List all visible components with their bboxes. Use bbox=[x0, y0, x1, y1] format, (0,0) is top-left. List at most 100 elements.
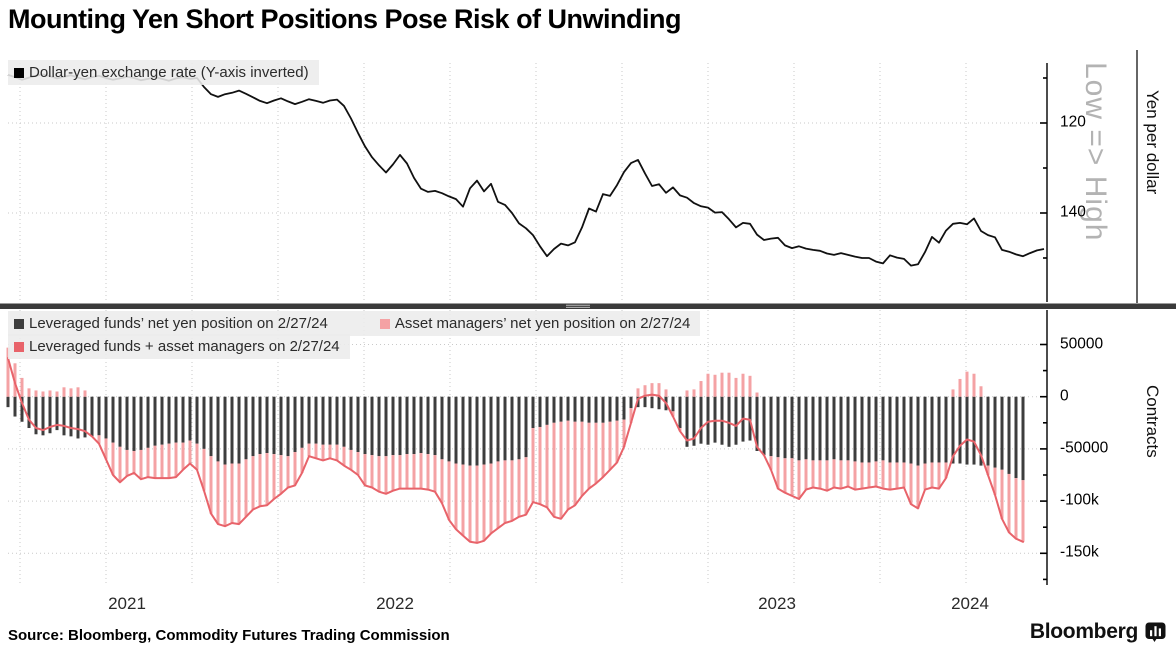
asset-managers-bar bbox=[6, 347, 10, 397]
asset-managers-bar bbox=[482, 464, 486, 541]
asset-managers-bar bbox=[447, 461, 451, 520]
asset-managers-bar bbox=[685, 390, 689, 397]
asset-managers-bar bbox=[951, 389, 955, 397]
asset-managers-bar bbox=[118, 446, 122, 483]
asset-managers-bar bbox=[55, 391, 59, 397]
y-tick-label: 0 bbox=[1060, 386, 1069, 404]
leveraged-funds-bar bbox=[251, 396, 255, 457]
leveraged-funds-bar bbox=[188, 396, 192, 441]
asset-managers-bar bbox=[188, 440, 192, 464]
leveraged-funds-bar bbox=[328, 396, 332, 445]
leveraged-funds-bar bbox=[832, 396, 836, 460]
asset-managers-bar bbox=[293, 452, 297, 486]
y-tick-label: -100k bbox=[1060, 491, 1099, 509]
asset-managers-bar bbox=[881, 460, 885, 489]
asset-managers-bar bbox=[832, 459, 836, 488]
leveraged-funds-bar bbox=[370, 396, 374, 456]
asset-managers-bar bbox=[27, 388, 31, 397]
legend-label: Leveraged funds’ net yen position on 2/2… bbox=[29, 315, 328, 332]
leveraged-funds-bar bbox=[482, 396, 486, 465]
leveraged-funds-bar bbox=[783, 396, 787, 459]
asset-managers-bar bbox=[720, 372, 724, 397]
leveraged-funds-bar bbox=[216, 396, 220, 462]
leveraged-funds-bar bbox=[244, 396, 248, 460]
asset-managers-bar bbox=[363, 454, 367, 486]
bloomberg-brand: Bloomberg bbox=[1030, 620, 1166, 644]
asset-managers-bar bbox=[321, 444, 325, 461]
panel-divider[interactable] bbox=[0, 303, 1176, 310]
leveraged-funds-bar bbox=[258, 396, 262, 455]
leveraged-funds-bar bbox=[34, 396, 38, 435]
leveraged-funds-bar bbox=[902, 396, 906, 463]
asset-managers-bar bbox=[650, 383, 654, 397]
leveraged-funds-bar bbox=[678, 396, 682, 429]
source-note: Source: Bloomberg, Commodity Futures Tra… bbox=[8, 627, 450, 644]
asset-managers-bar bbox=[349, 449, 353, 470]
leveraged-funds-bar bbox=[461, 396, 465, 465]
leveraged-funds-bar bbox=[692, 396, 696, 446]
legend-item-combined-total[interactable]: Leveraged funds + asset managers on 2/27… bbox=[14, 338, 340, 355]
asset-managers-bar bbox=[853, 461, 857, 490]
leveraged-funds-bar bbox=[748, 396, 752, 441]
legend-item-exchange-rate[interactable]: Dollar-yen exchange rate (Y-axis inverte… bbox=[14, 64, 309, 81]
leveraged-funds-bar bbox=[734, 396, 738, 445]
leveraged-funds-bar bbox=[377, 396, 381, 457]
leveraged-funds-bar bbox=[391, 396, 395, 456]
leveraged-funds-bar bbox=[538, 396, 542, 427]
leveraged-funds-bar bbox=[489, 396, 493, 464]
asset-managers-bar bbox=[552, 422, 556, 517]
legend-label: Leveraged funds + asset managers on 2/27… bbox=[29, 338, 340, 355]
asset-managers-bar bbox=[923, 463, 927, 490]
leveraged-funds-bar bbox=[888, 396, 892, 463]
asset-managers-bar bbox=[510, 460, 514, 521]
asset-managers-bar bbox=[279, 455, 283, 494]
leveraged-funds-bar bbox=[97, 396, 101, 436]
asset-managers-bar bbox=[699, 381, 703, 397]
asset-managers-bar bbox=[440, 459, 444, 504]
leveraged-funds-bar bbox=[83, 396, 87, 438]
x-tick-label-2024: 2024 bbox=[951, 594, 989, 613]
leveraged-funds-bar bbox=[517, 396, 521, 460]
leveraged-funds-bar bbox=[629, 396, 633, 409]
leveraged-funds-bar bbox=[475, 396, 479, 466]
x-tick-label-2021: 2021 bbox=[108, 594, 146, 613]
leveraged-funds-bar bbox=[265, 396, 269, 454]
asset-managers-bar bbox=[125, 449, 129, 477]
asset-managers-bar bbox=[797, 460, 801, 500]
leveraged-funds-bar bbox=[804, 396, 808, 460]
asset-managers-bar bbox=[958, 378, 962, 397]
asset-managers-bar bbox=[559, 421, 563, 519]
leveraged-funds-bar bbox=[209, 396, 213, 457]
leveraged-funds-bar bbox=[440, 396, 444, 460]
leveraged-funds-bar bbox=[286, 396, 290, 457]
combined-total-swatch-icon bbox=[14, 341, 24, 352]
legend-item-leveraged-funds[interactable]: Leveraged funds’ net yen position on 2/2… bbox=[14, 315, 328, 332]
y-tick-label: 120 bbox=[1060, 113, 1086, 131]
asset-managers-bar bbox=[391, 455, 395, 491]
leveraged-funds-bar bbox=[48, 396, 52, 434]
leveraged-funds-bar bbox=[643, 396, 647, 408]
leveraged-funds-bar bbox=[153, 396, 157, 446]
leveraged-funds-bar bbox=[671, 396, 675, 412]
bottom-legend-row2: Leveraged funds + asset managers on 2/27… bbox=[8, 334, 350, 359]
leveraged-funds-bar bbox=[979, 396, 983, 466]
leveraged-funds-bar bbox=[503, 396, 507, 461]
leveraged-funds-bar bbox=[839, 396, 843, 461]
asset-managers-bar bbox=[902, 462, 906, 488]
asset-managers-bar bbox=[1021, 480, 1025, 542]
asset-managers-bar bbox=[979, 386, 983, 397]
asset-managers-bar bbox=[503, 460, 507, 524]
asset-managers-bar bbox=[412, 454, 416, 489]
leveraged-funds-bar bbox=[706, 396, 710, 445]
asset-managers-bar bbox=[461, 464, 465, 536]
asset-managers-bar bbox=[993, 467, 997, 495]
asset-managers-bar bbox=[405, 454, 409, 489]
asset-managers-bar bbox=[272, 454, 276, 500]
leveraged-funds-bar bbox=[986, 396, 990, 466]
asset-managers-bar bbox=[300, 447, 304, 473]
asset-managers-bar bbox=[972, 373, 976, 397]
leveraged-funds-bar bbox=[531, 396, 535, 429]
leveraged-funds-bar bbox=[20, 396, 24, 422]
legend-item-asset-managers[interactable]: Asset managers’ net yen position on 2/27… bbox=[379, 315, 690, 332]
